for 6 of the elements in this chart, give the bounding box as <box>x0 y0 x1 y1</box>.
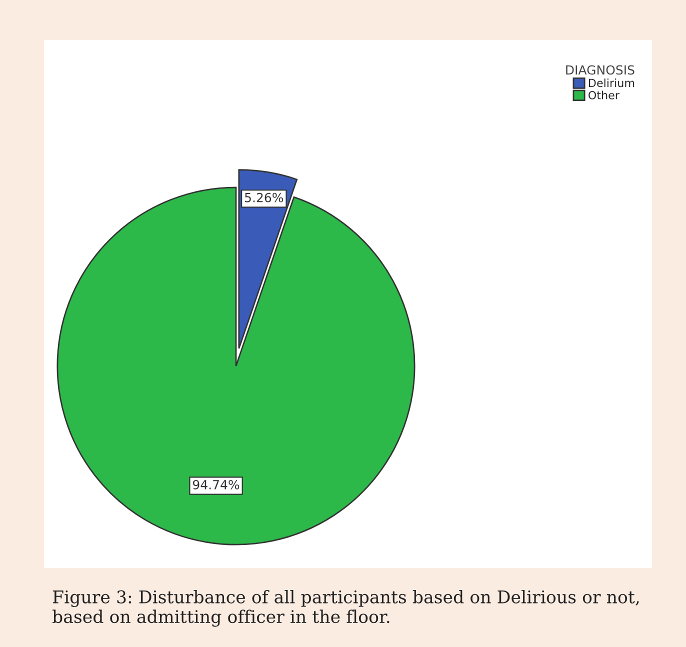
legend-title: DIAGNOSIS <box>566 65 634 75</box>
legend-label: Delirium <box>589 78 634 88</box>
data-label: 5.26% <box>245 192 284 202</box>
data-label: 94.74% <box>192 480 240 490</box>
caption: Figure 3: Disturbance of all participants based on Delirious or not, based on admitting officer in the floor. <box>52 590 639 627</box>
legend-label: Other <box>588 90 620 100</box>
